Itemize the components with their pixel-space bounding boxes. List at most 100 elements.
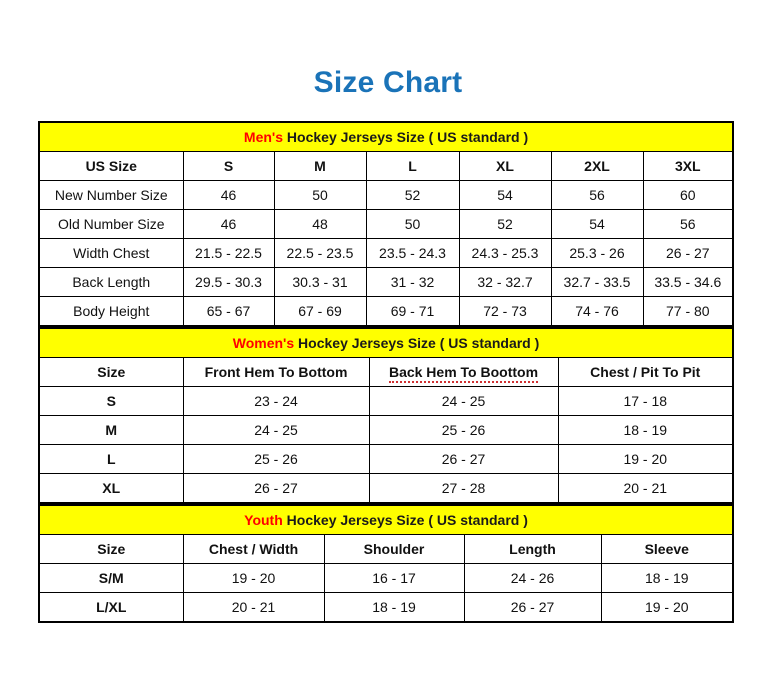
mens-col-1: S	[182, 151, 275, 181]
mens-row-0-cell-1: 50	[273, 180, 367, 210]
table-row: S 23 - 24 24 - 25 17 - 18	[38, 386, 734, 416]
mens-row-1-cell-3: 52	[458, 209, 552, 239]
mens-row-1-cell-4: 54	[550, 209, 644, 239]
mens-row-2-cell-3: 24.3 - 25.3	[458, 238, 552, 268]
mens-col-2: M	[273, 151, 367, 181]
womens-row-0-label: S	[38, 386, 184, 416]
mens-row-0-cell-5: 60	[642, 180, 734, 210]
mens-row-1-cell-1: 48	[273, 209, 367, 239]
mens-row-0-cell-3: 54	[458, 180, 552, 210]
mens-row-2-cell-4: 25.3 - 26	[550, 238, 644, 268]
mens-col-6: 3XL	[642, 151, 734, 181]
mens-row-3-cell-1: 30.3 - 31	[273, 267, 367, 297]
mens-row-3-cell-3: 32 - 32.7	[458, 267, 552, 297]
youth-row-1-cell-1: 18 - 19	[323, 592, 465, 623]
womens-row-0-cell-0: 23 - 24	[182, 386, 370, 416]
table-row: Width Chest 21.5 - 22.5 22.5 - 23.5 23.5…	[38, 238, 734, 268]
youth-row-0-cell-0: 19 - 20	[182, 563, 325, 593]
youth-size-table: Youth Hockey Jerseys Size ( US standard …	[38, 504, 735, 623]
mens-row-1-cell-2: 50	[365, 209, 460, 239]
mens-section-accent: Men's	[243, 129, 284, 145]
womens-row-3-cell-2: 20 - 21	[557, 473, 734, 504]
mens-row-3-cell-0: 29.5 - 30.3	[182, 267, 275, 297]
mens-col-5: 2XL	[550, 151, 644, 181]
youth-band-row: Youth Hockey Jerseys Size ( US standard …	[38, 504, 734, 535]
youth-header-row: Size Chest / Width Shoulder Length Sleev…	[38, 534, 734, 564]
mens-row-0-cell-4: 56	[550, 180, 644, 210]
youth-col-0: Size	[38, 534, 184, 564]
table-row: L/XL 20 - 21 18 - 19 26 - 27 19 - 20	[38, 592, 734, 623]
mens-row-4-cell-4: 74 - 76	[550, 296, 644, 327]
mens-row-2-label: Width Chest	[38, 238, 184, 268]
table-row: M 24 - 25 25 - 26 18 - 19	[38, 415, 734, 445]
womens-section-rest: Hockey Jerseys Size ( US standard )	[294, 335, 540, 351]
womens-row-2-cell-2: 19 - 20	[557, 444, 734, 474]
mens-row-0-cell-0: 46	[182, 180, 275, 210]
youth-row-0-cell-2: 24 - 26	[463, 563, 602, 593]
mens-row-2-cell-2: 23.5 - 24.3	[365, 238, 460, 268]
youth-row-1-cell-0: 20 - 21	[182, 592, 325, 623]
page-title: Size Chart	[313, 66, 463, 99]
mens-row-4-cell-3: 72 - 73	[458, 296, 552, 327]
table-row: L 25 - 26 26 - 27 19 - 20	[38, 444, 734, 474]
youth-row-0-label: S/M	[38, 563, 184, 593]
womens-row-3-label: XL	[38, 473, 184, 504]
table-row: S/M 19 - 20 16 - 17 24 - 26 18 - 19	[38, 563, 734, 593]
youth-section-rest: Hockey Jerseys Size ( US standard )	[282, 512, 528, 528]
youth-row-1-cell-2: 26 - 27	[463, 592, 602, 623]
mens-size-table: Men's Hockey Jerseys Size ( US standard …	[38, 121, 735, 327]
womens-col-1: Front Hem To Bottom	[182, 357, 370, 387]
mens-row-2-cell-5: 26 - 27	[642, 238, 734, 268]
youth-row-1-cell-3: 19 - 20	[600, 592, 734, 623]
mens-row-4-cell-5: 77 - 80	[642, 296, 734, 327]
womens-row-0-cell-2: 17 - 18	[557, 386, 734, 416]
womens-row-2-label: L	[38, 444, 184, 474]
mens-row-1-label: Old Number Size	[38, 209, 184, 239]
womens-row-2-cell-1: 26 - 27	[368, 444, 559, 474]
womens-row-1-label: M	[38, 415, 184, 445]
mens-row-3-cell-2: 31 - 32	[365, 267, 460, 297]
table-row: New Number Size 46 50 52 54 56 60	[38, 180, 734, 210]
mens-row-1-cell-0: 46	[182, 209, 275, 239]
mens-row-1-cell-5: 56	[642, 209, 734, 239]
womens-col-2-label: Back Hem To Boottom	[388, 364, 539, 383]
table-row: Old Number Size 46 48 50 52 54 56	[38, 209, 734, 239]
womens-row-1-cell-0: 24 - 25	[182, 415, 370, 445]
size-chart-tables: Men's Hockey Jerseys Size ( US standard …	[38, 121, 735, 623]
table-row: Body Height 65 - 67 67 - 69 69 - 71 72 -…	[38, 296, 734, 327]
womens-col-2: Back Hem To Boottom	[368, 357, 559, 387]
womens-row-2-cell-0: 25 - 26	[182, 444, 370, 474]
mens-row-4-label: Body Height	[38, 296, 184, 327]
youth-col-1: Chest / Width	[182, 534, 325, 564]
table-row: XL 26 - 27 27 - 28 20 - 21	[38, 473, 734, 504]
mens-row-3-cell-5: 33.5 - 34.6	[642, 267, 734, 297]
mens-row-0-label: New Number Size	[38, 180, 184, 210]
mens-row-0-cell-2: 52	[365, 180, 460, 210]
youth-col-2: Shoulder	[323, 534, 465, 564]
womens-col-3: Chest / Pit To Pit	[557, 357, 734, 387]
youth-col-4: Sleeve	[600, 534, 734, 564]
mens-col-0: US Size	[38, 151, 184, 181]
youth-section-accent: Youth	[244, 512, 283, 528]
womens-row-0-cell-1: 24 - 25	[368, 386, 559, 416]
youth-row-1-label: L/XL	[38, 592, 184, 623]
womens-header-row: Size Front Hem To Bottom Back Hem To Boo…	[38, 357, 734, 387]
mens-row-3-cell-4: 32.7 - 33.5	[550, 267, 644, 297]
womens-section-title: Women's Hockey Jerseys Size ( US standar…	[38, 327, 734, 358]
youth-row-0-cell-1: 16 - 17	[323, 563, 465, 593]
womens-row-1-cell-2: 18 - 19	[557, 415, 734, 445]
youth-section-title: Youth Hockey Jerseys Size ( US standard …	[38, 504, 734, 535]
mens-section-title: Men's Hockey Jerseys Size ( US standard …	[38, 121, 734, 152]
womens-col-0: Size	[38, 357, 184, 387]
mens-section-rest: Hockey Jerseys Size ( US standard )	[283, 129, 529, 145]
mens-header-row: US Size S M L XL 2XL 3XL	[38, 151, 734, 181]
mens-row-4-cell-2: 69 - 71	[365, 296, 460, 327]
mens-row-4-cell-1: 67 - 69	[273, 296, 367, 327]
womens-row-3-cell-1: 27 - 28	[368, 473, 559, 504]
table-row: Back Length 29.5 - 30.3 30.3 - 31 31 - 3…	[38, 267, 734, 297]
mens-col-3: L	[365, 151, 460, 181]
mens-row-4-cell-0: 65 - 67	[182, 296, 275, 327]
mens-band-row: Men's Hockey Jerseys Size ( US standard …	[38, 121, 734, 152]
womens-band-row: Women's Hockey Jerseys Size ( US standar…	[38, 327, 734, 358]
